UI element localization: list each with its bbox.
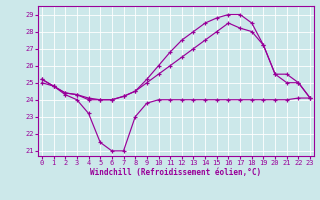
X-axis label: Windchill (Refroidissement éolien,°C): Windchill (Refroidissement éolien,°C) xyxy=(91,168,261,177)
